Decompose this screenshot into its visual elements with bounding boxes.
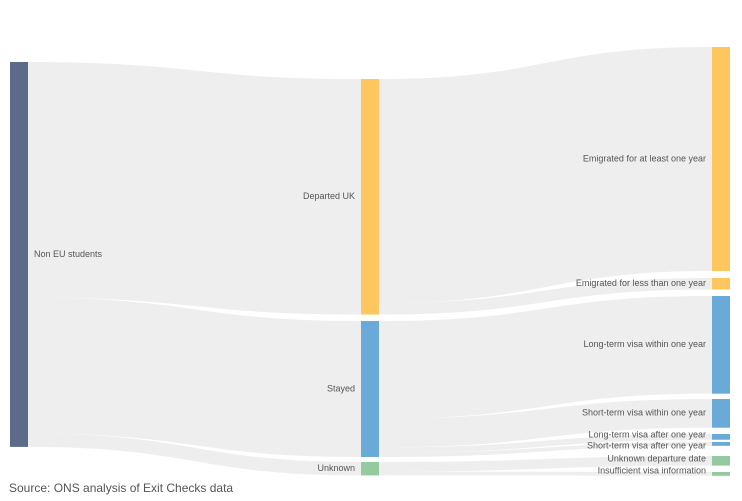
node-st_within — [712, 399, 730, 428]
link-group — [28, 47, 712, 476]
label-lt_after: Long-term visa after one year — [588, 429, 706, 439]
label-emig_long: Emigrated for at least one year — [583, 153, 706, 163]
source-note: Source: ONS analysis of Exit Checks data — [9, 481, 234, 495]
link-non_eu-departed — [28, 62, 361, 315]
link-departed-emig_short — [379, 278, 712, 315]
node-emig_short — [712, 278, 730, 290]
link-stayed-st_after — [379, 442, 712, 457]
label-insuff: Insufficient visa information — [598, 465, 706, 475]
node-lt_after — [712, 434, 730, 440]
link-unknown-unk_date — [379, 456, 712, 472]
node-non_eu — [10, 62, 28, 447]
node-st_after — [712, 442, 730, 446]
label-lt_within: Long-term visa within one year — [583, 339, 706, 349]
label-group: Non EU students Departed UK Stayed Unknown E… — [34, 153, 706, 475]
node-departed — [361, 79, 379, 315]
link-stayed-lt_after — [379, 434, 712, 454]
link-non_eu-unknown — [28, 433, 361, 476]
node-lt_within — [712, 296, 730, 394]
label-departed: Departed UK — [303, 191, 355, 201]
link-unknown-insuff — [379, 471, 712, 476]
node-unk_date — [712, 456, 730, 466]
label-stayed: Stayed — [327, 383, 355, 393]
node-insuff — [712, 472, 730, 476]
link-non_eu-stayed — [28, 297, 361, 457]
label-non_eu: Non EU students — [34, 249, 103, 259]
node-stayed — [361, 321, 379, 457]
link-departed-emig_long — [379, 47, 712, 304]
label-emig_short: Emigrated for less than one year — [576, 278, 706, 288]
label-unknown: Unknown — [317, 463, 355, 473]
node-group — [10, 47, 730, 476]
link-stayed-st_within — [379, 399, 712, 448]
node-emig_long — [712, 47, 730, 272]
label-unk_date: Unknown departure date — [607, 453, 706, 463]
label-st_within: Short-term visa within one year — [582, 408, 706, 418]
node-unknown — [361, 462, 379, 476]
link-stayed-lt_within — [379, 296, 712, 419]
label-st_after: Short-term visa after one year — [587, 440, 706, 450]
